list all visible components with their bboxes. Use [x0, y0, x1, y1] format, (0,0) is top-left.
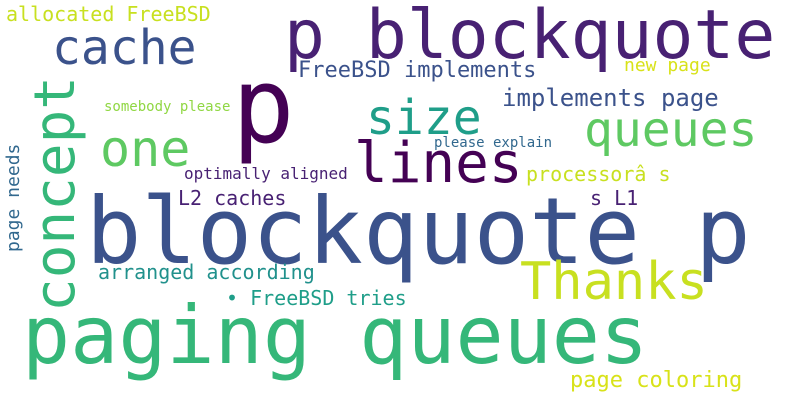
- word-please-explain: please explain: [434, 135, 553, 151]
- word-arranged-according: arranged according: [98, 260, 315, 284]
- word-lines: lines: [354, 131, 523, 196]
- word-processor-s: processorâ s: [526, 162, 671, 186]
- word-freebsd-implements: FreeBSD implements: [298, 58, 537, 83]
- word-implements-page: implements page: [502, 84, 719, 112]
- word-s-l1: s L1: [590, 186, 639, 210]
- word-freebsd-tries: • FreeBSD tries: [226, 286, 407, 310]
- word-allocated-freebsd: allocated FreeBSD: [6, 2, 211, 26]
- word-new-page: new page: [624, 55, 711, 76]
- word-one: one: [100, 120, 191, 178]
- word-size: size: [366, 90, 482, 146]
- word-queues: queues: [584, 102, 758, 158]
- word-cache: cache: [52, 20, 197, 76]
- word-blockquote-p: blockquote p: [86, 178, 751, 285]
- word-p: p: [232, 45, 295, 167]
- word-paging-queues: paging queues: [22, 289, 649, 382]
- word-somebody-please: somebody please: [104, 99, 231, 115]
- word-concept: concept: [23, 75, 88, 312]
- word-l2-caches: L2 caches: [178, 186, 287, 210]
- word-page-coloring: page coloring: [570, 368, 743, 393]
- word-p-blockquote: p blockquote: [284, 0, 776, 75]
- word-page-needs: page needs: [3, 143, 24, 252]
- word-optimally-aligned: optimally aligned: [184, 164, 348, 183]
- word-thanks: Thanks: [520, 252, 708, 312]
